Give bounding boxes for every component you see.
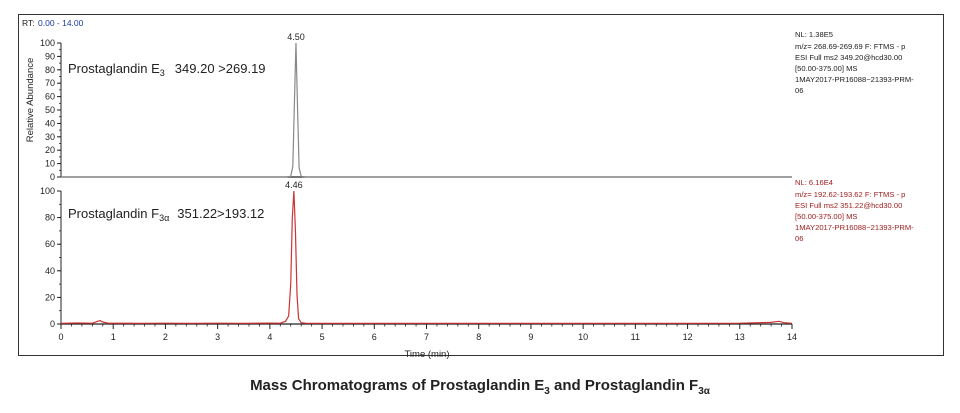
y-tick-label: 90 <box>45 51 55 61</box>
info-line: [50.00-375.00] MS <box>795 64 857 73</box>
x-tick-label: 11 <box>631 332 640 342</box>
info-line: 1MAY2017-PR16088~21393-PRM- <box>795 223 914 232</box>
x-tick-label: 14 <box>787 332 797 342</box>
x-tick-label: 0 <box>58 332 63 342</box>
x-tick-label: 6 <box>372 332 377 342</box>
y-tick-label: 50 <box>45 105 55 115</box>
bottom-peak-label: 4.46 <box>285 180 303 190</box>
x-tick-label: 13 <box>735 332 745 342</box>
y-tick-label: 100 <box>40 38 55 48</box>
y-tick-label: 20 <box>45 292 55 302</box>
info-line: 06 <box>795 86 803 95</box>
caption-text-2: and Prostaglandin F <box>549 377 699 394</box>
bottom-panel-label: Prostaglandin F3α 351.22>193.12 <box>68 206 264 223</box>
bottom-info-block: NL: 6.16E4 m/z= 192.62-193.62 F: FTMS - … <box>795 178 914 243</box>
bottom-trace-line <box>60 190 793 324</box>
x-tick-label: 12 <box>683 332 693 342</box>
y-tick-label: 10 <box>45 159 55 169</box>
x-tick-label: 8 <box>476 332 481 342</box>
y-tick-label: 60 <box>45 239 55 249</box>
y-tick-label: 0 <box>50 172 55 182</box>
x-tick-label: 4 <box>267 332 272 342</box>
info-line: 1MAY2017-PR16088~21393-PRM- <box>795 75 914 84</box>
y-tick-label: 70 <box>45 78 55 88</box>
top-panel-label: Prostaglandin E3 349.20 >269.19 <box>68 61 266 78</box>
traces-group <box>60 42 793 324</box>
y-tick-label: 0 <box>50 319 55 329</box>
x-tick-label: 1 <box>111 332 116 342</box>
y-tick-label: 30 <box>45 132 55 142</box>
info-line: m/z= 268.69-269.69 F: FTMS - p <box>795 42 905 51</box>
caption-sub-1: 3 <box>544 386 550 397</box>
top-peak-label: 4.50 <box>287 32 305 42</box>
x-axis-title: Time (min) <box>404 349 449 360</box>
top-trace-line <box>61 42 792 178</box>
x-tick-label: 9 <box>528 332 533 342</box>
x-tick-label: 5 <box>320 332 325 342</box>
info-line: [50.00-375.00] MS <box>795 212 857 221</box>
figure-caption: Mass Chromatograms of Prostaglandin E3 a… <box>0 377 960 397</box>
info-line: ESI Full ms2 349.20@hcd30.00 <box>795 53 902 62</box>
y-tick-label: 60 <box>45 92 55 102</box>
x-tick-label: 7 <box>424 332 429 342</box>
chart-frame <box>18 14 944 356</box>
y-tick-label: 100 <box>40 186 55 196</box>
caption-text-1: Mass Chromatograms of Prostaglandin E <box>250 377 545 394</box>
info-line: m/z= 192.62-193.62 F: FTMS - p <box>795 190 905 199</box>
info-line: NL: 6.16E4 <box>795 178 833 187</box>
x-tick-label: 2 <box>163 332 168 342</box>
y-axis-title: Relative Abundance <box>25 58 36 143</box>
info-line: NL: 1.38E5 <box>795 30 833 39</box>
y-tick-label: 80 <box>45 65 55 75</box>
rt-prefix: RT: <box>22 18 35 28</box>
info-line: 06 <box>795 234 803 243</box>
y-tick-label: 40 <box>45 118 55 128</box>
info-line: ESI Full ms2 351.22@hcd30.00 <box>795 201 902 210</box>
top-info-block: NL: 1.38E5 m/z= 268.69-269.69 F: FTMS - … <box>795 30 914 95</box>
y-tick-label: 80 <box>45 213 55 223</box>
y-tick-label: 20 <box>45 145 55 155</box>
rt-range: 0.00 - 14.00 <box>38 18 84 28</box>
x-tick-label: 10 <box>578 332 588 342</box>
y-tick-label: 40 <box>45 266 55 276</box>
x-tick-label: 3 <box>215 332 220 342</box>
caption-sub-2: 3α <box>698 386 710 397</box>
